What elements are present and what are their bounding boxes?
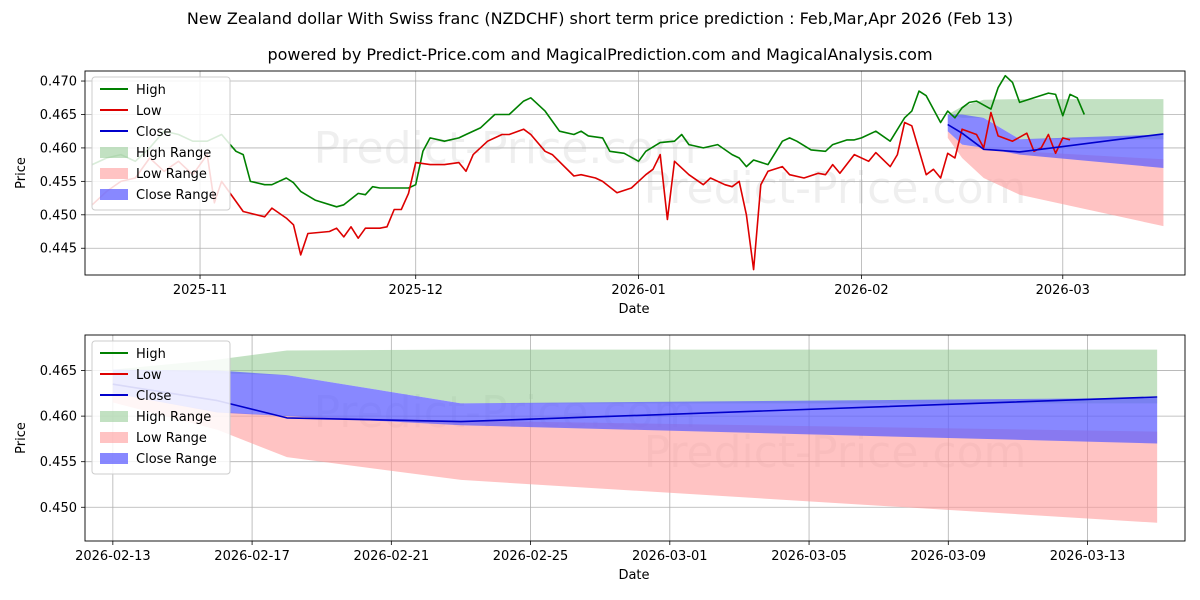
y-axis-label: Price xyxy=(14,157,29,189)
legend-swatch-high-range xyxy=(100,411,128,422)
legend-label-low: Low xyxy=(136,368,162,383)
x-tick-label: 2026-03-05 xyxy=(771,549,847,564)
legend-label-low: Low xyxy=(136,104,162,119)
legend: High Low Close High Range Low Range Close Ran… xyxy=(91,76,231,211)
legend-swatch-low-range xyxy=(100,168,128,179)
x-tick-label: 2026-03-01 xyxy=(632,549,708,564)
legend-label-close-range: Close Range xyxy=(136,452,217,467)
legend-swatch-close-range xyxy=(100,189,128,200)
y-tick-label: 0.460 xyxy=(40,141,77,156)
x-tick-label: 2026-02-21 xyxy=(354,549,430,564)
x-tick-label: 2025-11 xyxy=(173,283,227,298)
high-range-band xyxy=(947,99,1164,140)
y-tick-label: 0.450 xyxy=(40,501,77,516)
legend-label-high: High xyxy=(136,83,166,98)
x-tick-label: 2026-02-13 xyxy=(75,549,151,564)
legend-swatch-low-range xyxy=(100,432,128,443)
legend-label-high: High xyxy=(136,347,166,362)
low-range-band xyxy=(112,393,1158,523)
x-tick-label: 2025-12 xyxy=(389,283,443,298)
high-line xyxy=(91,74,1086,208)
legend: High Low Close High Range Low Range Close Ran… xyxy=(91,340,231,475)
chart-subtitle: powered by Predict-Price.com and Magical… xyxy=(267,45,933,64)
close-line xyxy=(947,123,1164,153)
y-tick-label: 0.445 xyxy=(40,242,77,257)
low-line xyxy=(91,111,1071,271)
y-tick-label: 0.465 xyxy=(40,364,77,379)
y-tick-label: 0.455 xyxy=(40,175,77,190)
x-axis-label: Date xyxy=(618,302,649,317)
x-tick-label: 2026-02 xyxy=(834,283,888,298)
plot-area xyxy=(91,74,1164,271)
legend-label-close: Close xyxy=(136,389,171,404)
legend-swatch-high-range xyxy=(100,147,128,158)
y-axis-label: Price xyxy=(14,422,29,454)
axes-frame xyxy=(84,70,1186,276)
legend-swatch-close-range xyxy=(100,453,128,464)
x-tick-label: 2026-02-25 xyxy=(493,549,569,564)
legend-label-high-range: High Range xyxy=(136,410,211,425)
x-tick-label: 2026-02-17 xyxy=(214,549,290,564)
x-tick-label: 2026-03-13 xyxy=(1050,549,1126,564)
y-tick-label: 0.450 xyxy=(40,208,77,223)
axes-frame xyxy=(84,334,1186,542)
panel-forecast: Predict-Price.comPredict-Price.com2026-0… xyxy=(14,334,1186,583)
close-range-band xyxy=(112,369,1158,444)
legend-label-close: Close xyxy=(136,125,171,140)
y-tick-label: 0.465 xyxy=(40,108,77,123)
plot-area xyxy=(112,349,1158,523)
watermark: Predict-Price.com xyxy=(644,163,1027,214)
x-tick-label: 2026-01 xyxy=(611,283,665,298)
y-tick-label: 0.470 xyxy=(40,75,77,90)
x-tick-label: 2026-03-09 xyxy=(911,549,987,564)
watermark: Predict-Price.com xyxy=(314,123,697,174)
low-range-band xyxy=(947,131,1164,227)
legend-label-close-range: Close Range xyxy=(136,188,217,203)
legend-label-low-range: Low Range xyxy=(136,167,207,182)
x-axis-label: Date xyxy=(618,568,649,583)
y-tick-label: 0.460 xyxy=(40,410,77,425)
chart-title: New Zealand dollar With Swiss franc (NZD… xyxy=(186,9,1014,28)
legend-label-high-range: High Range xyxy=(136,146,211,161)
x-tick-label: 2026-03 xyxy=(1036,283,1090,298)
legend-label-low-range: Low Range xyxy=(136,431,207,446)
close-range-band xyxy=(947,114,1164,168)
high-range-band xyxy=(112,349,1158,404)
y-tick-label: 0.455 xyxy=(40,455,77,470)
